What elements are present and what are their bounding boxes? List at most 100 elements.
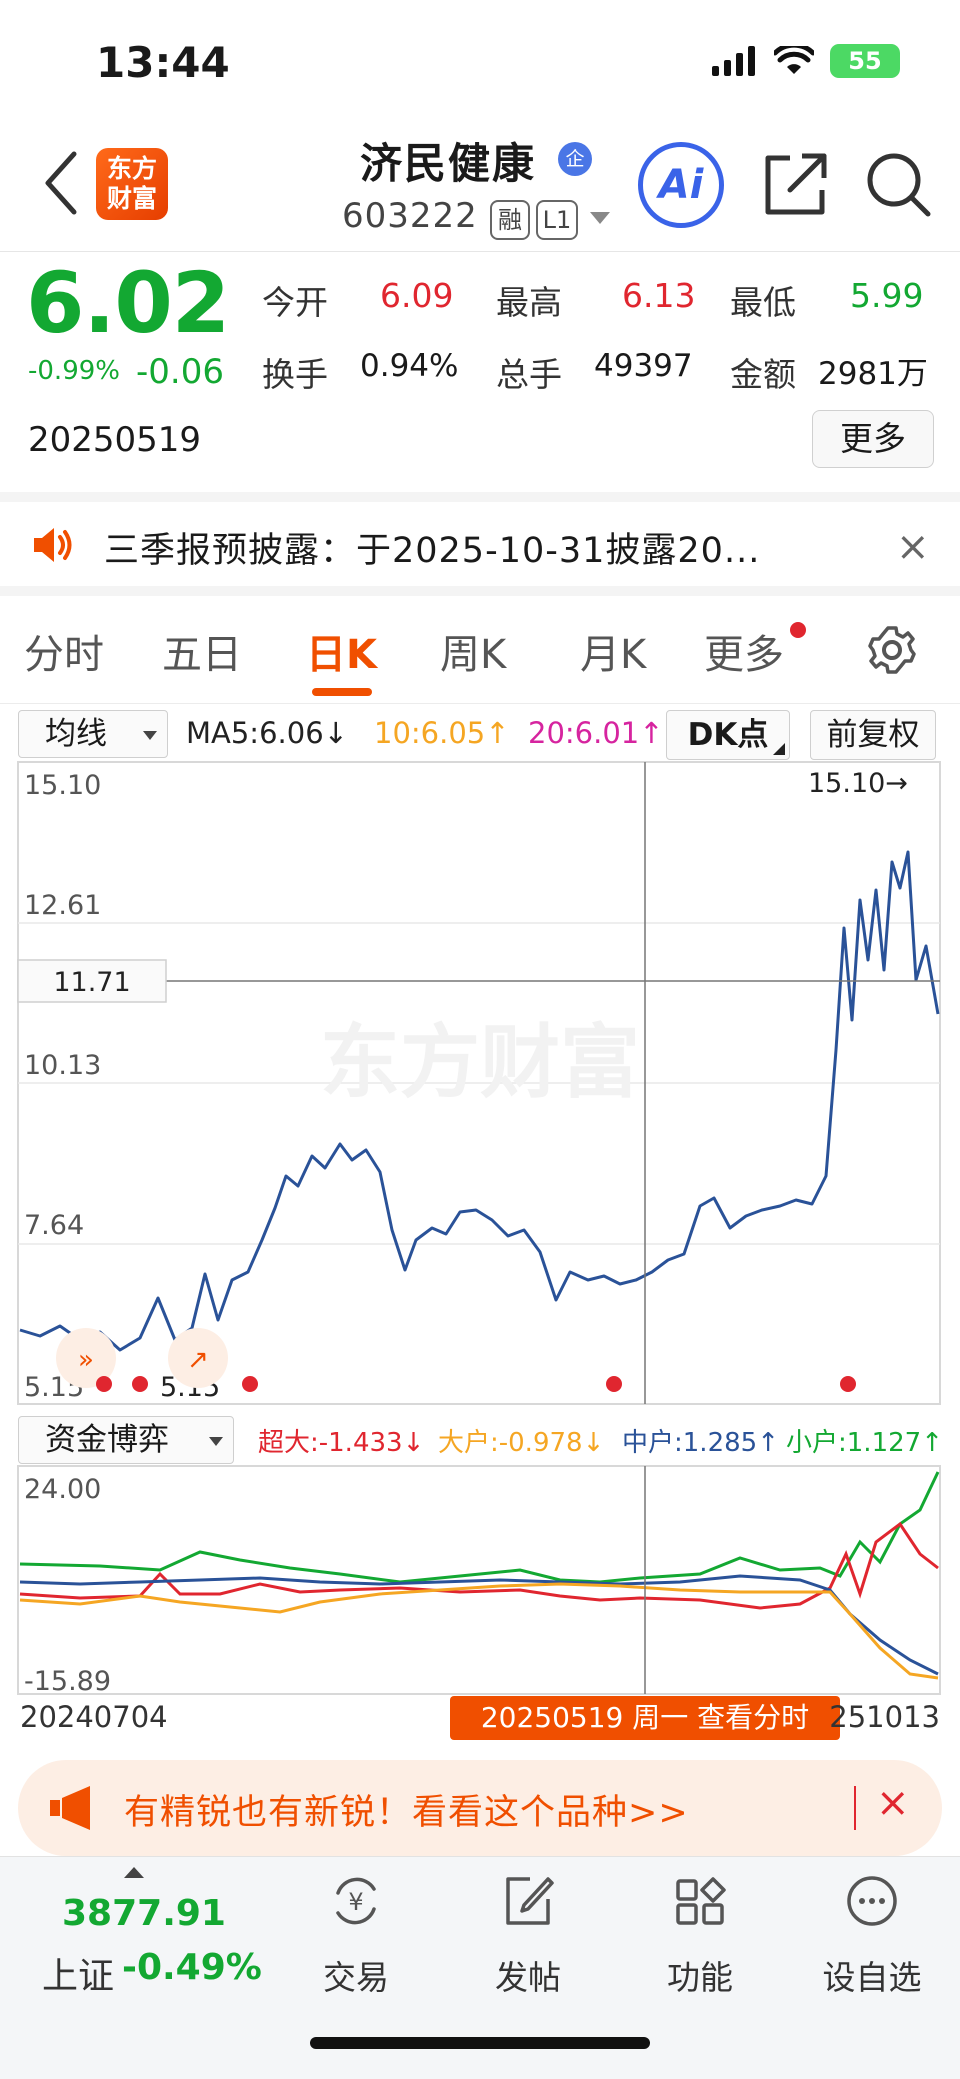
buy-signal-glyph: » — [78, 1345, 94, 1375]
sell-signal-glyph: ↗ — [187, 1345, 209, 1375]
funds-y-bottom: -15.89 — [24, 1666, 111, 1696]
adjust-button[interactable]: 前复权 — [810, 710, 936, 760]
signal-icon — [712, 46, 755, 76]
active-tab-indicator — [312, 688, 372, 696]
tab-more-dot — [790, 622, 806, 638]
y-label-2: 12.61 — [24, 890, 101, 921]
kline-chart[interactable]: 东方财富 15.10 12.61 10.13 7.64 5.15 11.71 1… — [0, 760, 960, 1410]
grid-icon — [676, 1877, 726, 1925]
price-series-line — [19, 850, 940, 1352]
status-icons: 55 — [712, 44, 900, 78]
nav-post[interactable]: 发帖 — [468, 1873, 588, 1999]
app-logo: 东方 财富 — [96, 148, 168, 220]
funds-dropdown[interactable]: 资金博弈 — [18, 1416, 234, 1464]
tab-more[interactable]: 更多 — [704, 632, 784, 678]
nav-functions[interactable]: 功能 — [640, 1873, 760, 1999]
dk-corner-icon — [773, 743, 785, 755]
home-indicator — [310, 2037, 650, 2049]
margin-tag: 融 — [490, 200, 530, 240]
turnover-label: 换手 — [262, 355, 328, 394]
small-value: 小户:1.127↑ — [786, 1428, 943, 1458]
notice-close-button[interactable]: × — [896, 524, 930, 570]
more-quote-button[interactable]: 更多 — [812, 410, 934, 468]
tab-intraday[interactable]: 分时 — [24, 632, 104, 678]
tab-daily-k[interactable]: 日K — [306, 632, 377, 678]
change-amount: -0.06 — [136, 352, 224, 392]
ma5-value: MA5:6.06↓ — [186, 716, 348, 750]
ma10-value: 10:6.05↑ — [374, 716, 510, 750]
ai-button[interactable]: Ai — [638, 142, 724, 228]
chevron-down-icon — [209, 1437, 223, 1446]
status-time: 13:44 — [96, 38, 230, 87]
status-bar: 13:44 55 — [0, 0, 960, 120]
enterprise-badge: 企 — [558, 142, 592, 176]
logo-text-2: 财富 — [106, 184, 157, 213]
y-label-max: 15.10 — [24, 770, 101, 801]
volume-value: 49397 — [594, 348, 693, 384]
settings-gear-icon[interactable] — [866, 624, 918, 676]
sell-signal-icon[interactable] — [168, 1328, 228, 1388]
y-label-4: 7.64 — [24, 1210, 84, 1241]
open-value: 6.09 — [380, 276, 454, 315]
more-dots-icon — [847, 1876, 897, 1926]
event-marker[interactable] — [606, 1376, 622, 1392]
tab-five-day[interactable]: 五日 — [162, 632, 242, 678]
amount-label: 金额 — [730, 355, 796, 394]
promo-close-button[interactable]: × — [876, 1780, 910, 1826]
nav-post-label: 发帖 — [495, 1958, 561, 1997]
turnover-value: 0.94% — [360, 348, 459, 384]
open-label: 今开 — [262, 283, 328, 322]
notice-text: 三季报预披露：于2025-10-31披露20... — [104, 531, 761, 571]
event-marker[interactable] — [840, 1376, 856, 1392]
promo-banner[interactable]: 有精锐也有新锐！看看这个品种>> × — [18, 1760, 942, 1856]
search-icon[interactable] — [862, 148, 934, 220]
stock-code: 603222 — [342, 196, 478, 236]
quote-date: 20250519 — [28, 420, 202, 460]
ma20-value: 20:6.01↑ — [528, 716, 664, 750]
wifi-icon — [774, 46, 814, 74]
dk-point-label: DK点 — [687, 717, 769, 753]
level-tag: L1 — [536, 200, 578, 240]
funds-y-top: 24.00 — [24, 1474, 101, 1505]
promo-text: 有精锐也有新锐！看看这个品种>> — [124, 1793, 689, 1833]
notice-bar[interactable]: 三季报预披露：于2025-10-31披露20... × — [0, 492, 960, 596]
share-icon[interactable] — [760, 148, 832, 220]
funds-indicator-row: 资金博弈 超大:-1.433↓ 大户:-0.978↓ 中户:1.285↑ 小户:… — [0, 1412, 960, 1464]
nav-add-watchlist[interactable]: 设自选 — [812, 1873, 932, 1999]
buy-signal-icon[interactable] — [56, 1328, 116, 1388]
tab-weekly-k[interactable]: 周K — [440, 632, 507, 678]
nav-trade[interactable]: ¥ 交易 — [296, 1873, 416, 1999]
chevron-down-icon — [143, 731, 157, 740]
period-tabs: 分时 五日 日K 周K 月K 更多 — [0, 596, 960, 704]
nav-trade-label: 交易 — [323, 1958, 389, 1997]
tab-monthly-k[interactable]: 月K — [580, 632, 647, 678]
volume-label: 总手 — [496, 355, 562, 394]
funds-chart[interactable]: 24.00 -15.89 — [0, 1464, 960, 1696]
code-dropdown-icon[interactable] — [590, 212, 610, 224]
stock-name: 济民健康 — [360, 139, 537, 188]
y-label-3: 10.13 — [24, 1050, 101, 1081]
dk-point-button[interactable]: DK点 — [666, 710, 790, 760]
nav-functions-label: 功能 — [667, 1958, 733, 1997]
ma-dropdown-label: 均线 — [45, 716, 107, 752]
large-series-line — [19, 1582, 939, 1680]
event-marker[interactable] — [96, 1376, 112, 1392]
view-intraday-pill[interactable]: 20250519 周一 查看分时 — [450, 1696, 840, 1740]
edit-icon — [506, 1877, 554, 1925]
svg-text:¥: ¥ — [348, 1888, 363, 1916]
ma-dropdown[interactable]: 均线 — [18, 710, 168, 758]
crosshair-price: 11.71 — [53, 967, 130, 998]
megaphone-icon — [50, 1786, 90, 1830]
index-name[interactable]: 上证 — [42, 1956, 115, 1997]
battery-icon: 55 — [830, 44, 900, 78]
start-date: 20240704 — [20, 1700, 168, 1734]
end-date: 251013 — [829, 1700, 940, 1734]
index-value[interactable]: 3877.91 — [62, 1893, 226, 1934]
event-marker[interactable] — [132, 1376, 148, 1392]
event-marker[interactable] — [242, 1376, 258, 1392]
index-expand-icon[interactable] — [124, 1867, 144, 1878]
index-percent[interactable]: -0.49% — [122, 1947, 262, 1988]
high-label: 最高 — [496, 283, 562, 322]
funds-dropdown-label: 资金博弈 — [45, 1422, 169, 1458]
back-icon[interactable] — [38, 148, 82, 218]
